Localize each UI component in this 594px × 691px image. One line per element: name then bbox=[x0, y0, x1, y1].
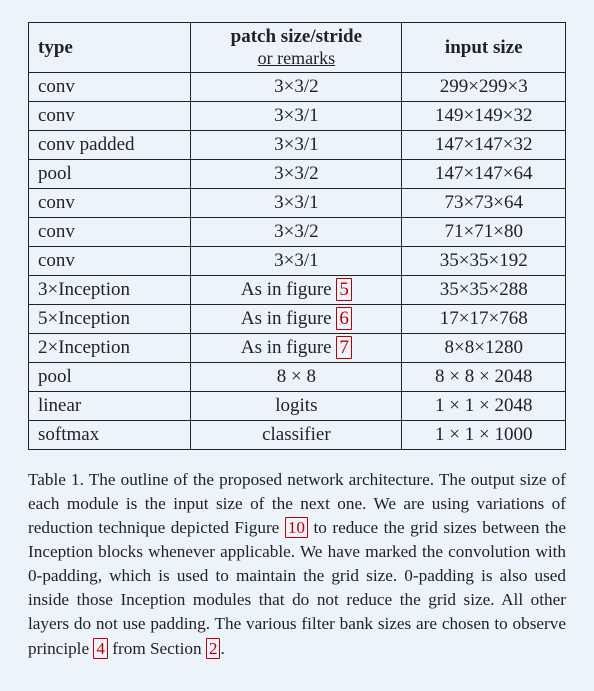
cell-patch-prefix: As in figure bbox=[241, 279, 337, 300]
cell-input: 8×8×1280 bbox=[402, 334, 566, 363]
cell-type: conv bbox=[29, 189, 191, 218]
col-header-type-label: type bbox=[38, 37, 73, 58]
cell-type: conv bbox=[29, 247, 191, 276]
cell-type: 5×Inception bbox=[29, 305, 191, 334]
cell-input: 299×299×3 bbox=[402, 73, 566, 102]
figure-ref-link[interactable]: 5 bbox=[336, 278, 352, 301]
figure-ref-link[interactable]: 6 bbox=[336, 307, 352, 330]
cell-type: conv bbox=[29, 102, 191, 131]
caption-ref-link[interactable]: 2 bbox=[206, 638, 221, 659]
cell-type: pool bbox=[29, 363, 191, 392]
cell-input: 35×35×288 bbox=[402, 276, 566, 305]
cell-patch-prefix: As in figure bbox=[241, 337, 337, 358]
cell-input: 17×17×768 bbox=[402, 305, 566, 334]
caption-text: from Section bbox=[108, 639, 206, 658]
table-row: conv3×3/1149×149×32 bbox=[29, 102, 566, 131]
table-row: softmaxclassifier1 × 1 × 1000 bbox=[29, 421, 566, 450]
caption-ref-link[interactable]: 10 bbox=[285, 517, 308, 538]
cell-patch: 8 × 8 bbox=[191, 363, 402, 392]
cell-patch-prefix: As in figure bbox=[241, 308, 337, 329]
cell-input: 35×35×192 bbox=[402, 247, 566, 276]
col-header-patch-label: patch size/stride bbox=[231, 26, 362, 47]
figure-page: type patch size/stride or remarks input … bbox=[0, 0, 594, 691]
cell-patch: As in figure 6 bbox=[191, 305, 402, 334]
cell-patch: 3×3/2 bbox=[191, 218, 402, 247]
table-header-row: type patch size/stride or remarks input … bbox=[29, 23, 566, 73]
architecture-table: type patch size/stride or remarks input … bbox=[28, 22, 566, 450]
cell-type: conv bbox=[29, 73, 191, 102]
table-row: pool8 × 88 × 8 × 2048 bbox=[29, 363, 566, 392]
cell-input: 149×149×32 bbox=[402, 102, 566, 131]
table-row: 5×InceptionAs in figure 617×17×768 bbox=[29, 305, 566, 334]
cell-patch: classifier bbox=[191, 421, 402, 450]
table-row: conv3×3/271×71×80 bbox=[29, 218, 566, 247]
table-caption: Table 1. The outline of the proposed net… bbox=[28, 468, 566, 661]
table-row: conv3×3/173×73×64 bbox=[29, 189, 566, 218]
table-row: 3×InceptionAs in figure 535×35×288 bbox=[29, 276, 566, 305]
cell-type: linear bbox=[29, 392, 191, 421]
cell-patch: 3×3/2 bbox=[191, 160, 402, 189]
cell-input: 147×147×32 bbox=[402, 131, 566, 160]
table-row: linearlogits1 × 1 × 2048 bbox=[29, 392, 566, 421]
table-body: conv3×3/2299×299×3conv3×3/1149×149×32con… bbox=[29, 73, 566, 450]
cell-input: 147×147×64 bbox=[402, 160, 566, 189]
cell-patch: 3×3/1 bbox=[191, 189, 402, 218]
table-row: conv padded3×3/1147×147×32 bbox=[29, 131, 566, 160]
cell-input: 1 × 1 × 1000 bbox=[402, 421, 566, 450]
cell-patch: As in figure 7 bbox=[191, 334, 402, 363]
caption-text: . bbox=[220, 639, 224, 658]
figure-ref-link[interactable]: 7 bbox=[336, 336, 352, 359]
cell-patch: logits bbox=[191, 392, 402, 421]
col-header-type: type bbox=[29, 23, 191, 73]
col-header-input: input size bbox=[402, 23, 566, 73]
col-header-input-label: input size bbox=[445, 37, 523, 58]
table-row: conv3×3/135×35×192 bbox=[29, 247, 566, 276]
cell-patch: As in figure 5 bbox=[191, 276, 402, 305]
cell-input: 8 × 8 × 2048 bbox=[402, 363, 566, 392]
col-header-patch: patch size/stride or remarks bbox=[191, 23, 402, 73]
cell-type: conv bbox=[29, 218, 191, 247]
table-row: 2×InceptionAs in figure 78×8×1280 bbox=[29, 334, 566, 363]
cell-patch: 3×3/1 bbox=[191, 102, 402, 131]
cell-input: 71×71×80 bbox=[402, 218, 566, 247]
table-row: pool3×3/2147×147×64 bbox=[29, 160, 566, 189]
cell-patch: 3×3/2 bbox=[191, 73, 402, 102]
cell-type: softmax bbox=[29, 421, 191, 450]
table-row: conv3×3/2299×299×3 bbox=[29, 73, 566, 102]
cell-type: pool bbox=[29, 160, 191, 189]
col-header-patch-sub: or remarks bbox=[200, 48, 392, 69]
cell-type: 3×Inception bbox=[29, 276, 191, 305]
cell-type: 2×Inception bbox=[29, 334, 191, 363]
caption-ref-link[interactable]: 4 bbox=[93, 638, 108, 659]
cell-input: 73×73×64 bbox=[402, 189, 566, 218]
cell-type: conv padded bbox=[29, 131, 191, 160]
cell-patch: 3×3/1 bbox=[191, 131, 402, 160]
cell-input: 1 × 1 × 2048 bbox=[402, 392, 566, 421]
cell-patch: 3×3/1 bbox=[191, 247, 402, 276]
caption-text: to reduce the grid sizes between the Inc… bbox=[28, 518, 566, 657]
